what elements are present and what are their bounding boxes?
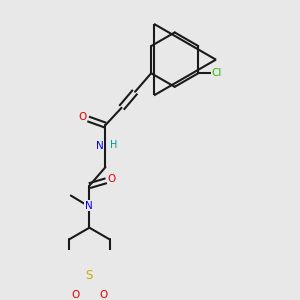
- Text: O: O: [107, 174, 116, 184]
- Text: O: O: [100, 290, 108, 300]
- Text: H: H: [110, 140, 117, 150]
- Text: Cl: Cl: [211, 68, 221, 78]
- Text: N: N: [85, 201, 92, 211]
- Text: N: N: [96, 141, 104, 151]
- Text: S: S: [86, 269, 93, 282]
- Text: O: O: [71, 290, 79, 300]
- Text: O: O: [79, 112, 87, 122]
